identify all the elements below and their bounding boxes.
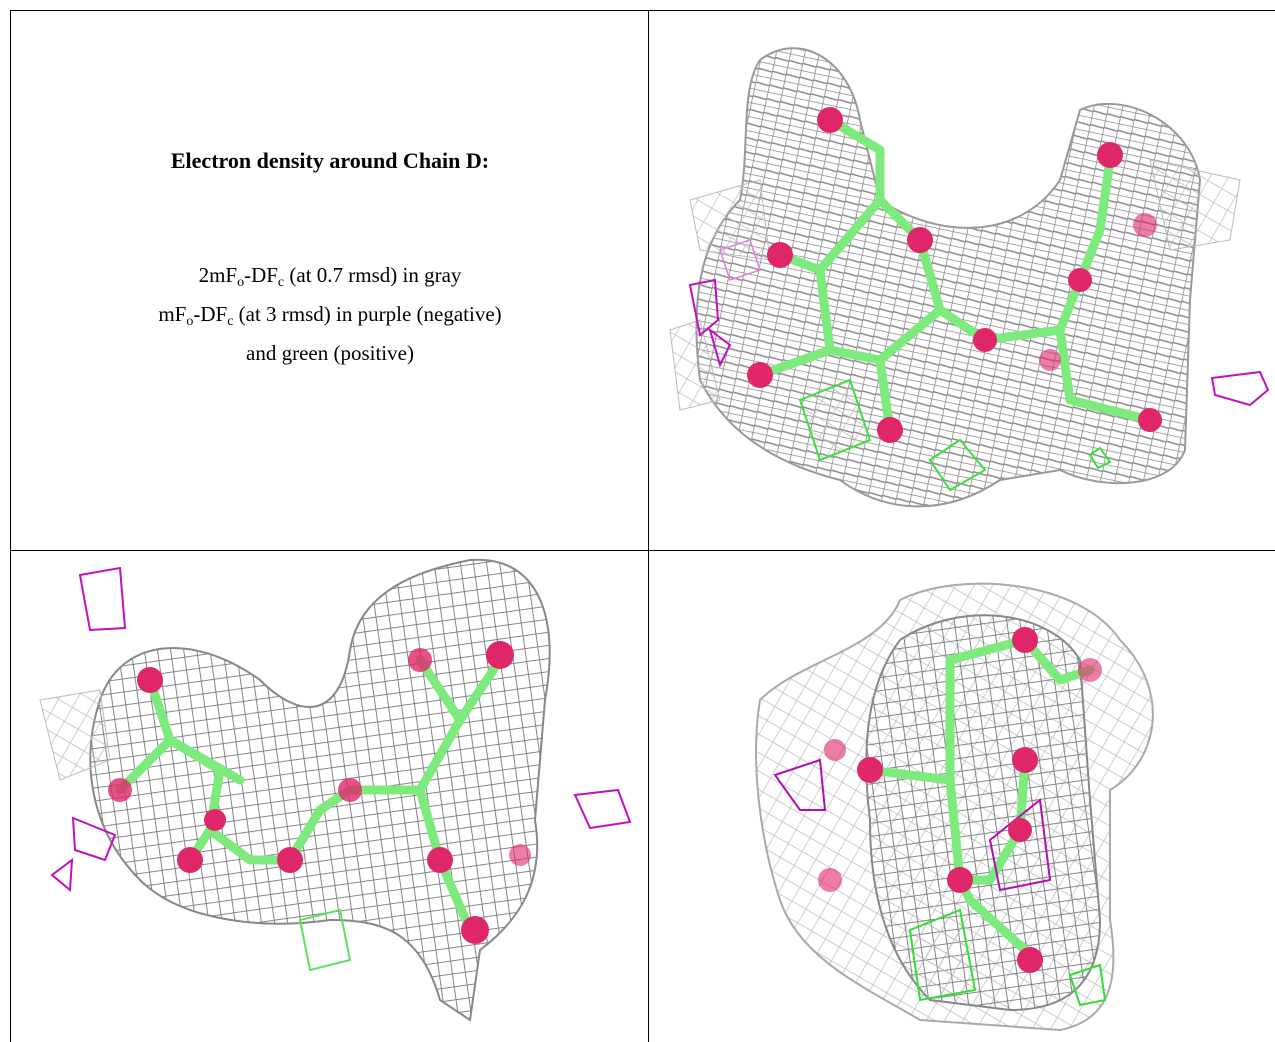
text-run: -DF xyxy=(193,302,227,326)
text-run: 2mF xyxy=(199,263,238,287)
text-run: and green (positive) xyxy=(246,341,414,365)
text-run: (at 3 rmsd) in purple (negative) xyxy=(233,302,501,326)
caption-line: and green (positive) xyxy=(12,334,648,373)
page: {"caption": {"title": "Electron density … xyxy=(0,0,1275,1042)
text-run: mF xyxy=(158,302,186,326)
text-run: (at 0.7 rmsd) in gray xyxy=(284,263,461,287)
caption-line: mFo-DFc (at 3 rmsd) in purple (negative) xyxy=(12,295,648,334)
density-view-1 xyxy=(670,48,1268,506)
density-view-3 xyxy=(756,584,1153,1030)
text-run: -DF xyxy=(244,263,278,287)
density-view-2 xyxy=(40,560,630,1020)
caption: Electron density around Chain D: 2mFo-DF… xyxy=(12,10,648,550)
caption-line: 2mFo-DFc (at 0.7 rmsd) in gray xyxy=(12,256,648,295)
caption-title: Electron density around Chain D: xyxy=(12,148,648,174)
